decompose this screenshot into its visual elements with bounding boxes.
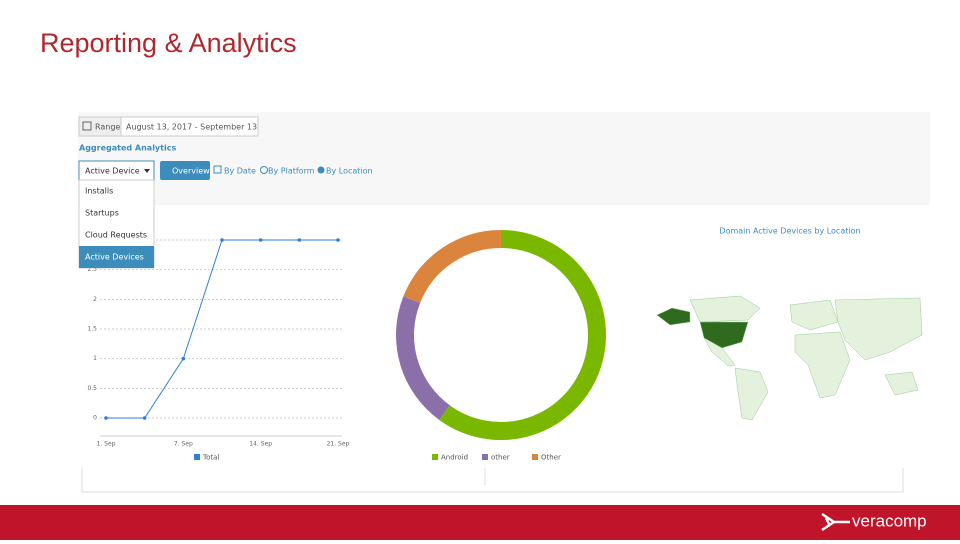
- alaska: [656, 307, 691, 326]
- dropdown-option[interactable]: Startups: [85, 209, 119, 218]
- slide-title: Reporting & Analytics: [40, 28, 297, 58]
- point: [181, 356, 186, 361]
- world-map: [656, 295, 923, 421]
- dropdown-highlight: [79, 246, 154, 268]
- dropdown-option[interactable]: Active Devices: [85, 253, 144, 262]
- legend-label: Other: [541, 454, 561, 462]
- donut-slice: [439, 230, 606, 440]
- tab-active-bg: [160, 161, 210, 180]
- y-tick-label: 0: [93, 415, 97, 422]
- x-tick-label: 14. Sep: [249, 441, 272, 448]
- canada: [689, 295, 761, 323]
- x-tick-label: 21. Sep: [327, 441, 350, 448]
- tab-icon: [317, 166, 325, 174]
- footer-bar: [0, 505, 960, 540]
- y-tick-label: 2: [93, 296, 97, 303]
- map-title: Domain Active Devices by Location: [719, 227, 860, 236]
- point: [142, 416, 147, 420]
- tab[interactable]: By Date: [224, 167, 256, 176]
- donut-chart: Android other Other: [396, 230, 606, 462]
- south-america: [734, 367, 769, 421]
- europe: [789, 299, 839, 331]
- legend-label: Android: [441, 454, 468, 462]
- tab[interactable]: Overview: [172, 167, 210, 176]
- asia: [834, 297, 923, 361]
- legend-swatch: [532, 454, 538, 460]
- legend-swatch: [482, 454, 488, 460]
- australia: [884, 371, 919, 396]
- tab-icon: [260, 166, 268, 174]
- y-tick-label: 1: [93, 355, 97, 362]
- x-tick-label: 7. Sep: [174, 441, 193, 448]
- range-label: Range: [95, 123, 120, 132]
- point: [258, 238, 263, 242]
- mexico: [703, 337, 736, 367]
- donut-slice: [403, 230, 502, 304]
- legend-swatch: [432, 454, 438, 460]
- tab[interactable]: By Location: [326, 167, 373, 176]
- dropdown-arrow: [144, 169, 150, 173]
- usa: [699, 321, 749, 349]
- legend-label: other: [491, 454, 510, 462]
- calendar-icon: [82, 121, 92, 131]
- point: [297, 238, 302, 242]
- legend-swatch: [194, 454, 200, 460]
- x-tick-label: 1. Sep: [97, 441, 116, 448]
- tab-icon: [213, 165, 222, 174]
- range-value: August 13, 2017 - September 13: [126, 123, 257, 132]
- point: [336, 238, 340, 242]
- y-tick-label: 1.5: [87, 326, 97, 333]
- logo: veracomp: [852, 511, 927, 530]
- legend-label: Total: [202, 454, 219, 462]
- dropdown-option[interactable]: Cloud Requests: [85, 231, 147, 240]
- tab[interactable]: By Platform: [268, 167, 315, 176]
- logo-icon: [821, 512, 850, 532]
- y-tick-label: 0.5: [87, 385, 97, 392]
- y-tick-label: 2.5: [87, 266, 97, 273]
- point: [104, 416, 108, 420]
- dropdown-option[interactable]: Installs: [85, 187, 113, 196]
- africa: [794, 331, 851, 399]
- dropdown-selected[interactable]: Active Device: [85, 167, 140, 176]
- point: [220, 238, 224, 242]
- donut-slice: [396, 296, 451, 420]
- section-title: Aggregated Analytics: [79, 144, 176, 153]
